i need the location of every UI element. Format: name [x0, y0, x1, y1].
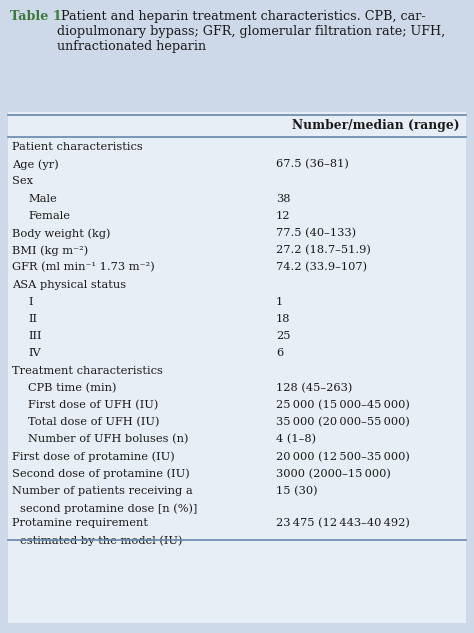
- Text: 12: 12: [276, 211, 291, 221]
- Text: Female: Female: [28, 211, 70, 221]
- Text: GFR (ml min⁻¹ 1.73 m⁻²): GFR (ml min⁻¹ 1.73 m⁻²): [12, 263, 155, 273]
- Text: Total dose of UFH (IU): Total dose of UFH (IU): [28, 417, 159, 427]
- Text: 67.5 (36–81): 67.5 (36–81): [276, 160, 349, 170]
- Text: II: II: [28, 314, 37, 324]
- Text: 4 (1–8): 4 (1–8): [276, 434, 316, 445]
- Text: Number of patients receiving a: Number of patients receiving a: [12, 486, 193, 496]
- Text: I: I: [28, 297, 33, 307]
- Text: 27.2 (18.7–51.9): 27.2 (18.7–51.9): [276, 245, 371, 256]
- Text: 77.5 (40–133): 77.5 (40–133): [276, 228, 356, 238]
- Text: 25: 25: [276, 331, 291, 341]
- Text: Second dose of protamine (IU): Second dose of protamine (IU): [12, 469, 190, 479]
- Text: Treatment characteristics: Treatment characteristics: [12, 366, 163, 375]
- Text: 15 (30): 15 (30): [276, 486, 318, 496]
- Text: 1: 1: [276, 297, 283, 307]
- Text: Body weight (kg): Body weight (kg): [12, 228, 110, 239]
- Text: Sex: Sex: [12, 177, 33, 186]
- Text: 18: 18: [276, 314, 291, 324]
- Text: 23 475 (12 443–40 492): 23 475 (12 443–40 492): [276, 518, 410, 529]
- Text: Patient characteristics: Patient characteristics: [12, 142, 143, 152]
- Text: ASA physical status: ASA physical status: [12, 280, 126, 290]
- Text: Age (yr): Age (yr): [12, 160, 59, 170]
- Text: First dose of protamine (IU): First dose of protamine (IU): [12, 451, 175, 462]
- Text: Number/median (range): Number/median (range): [292, 120, 460, 132]
- Text: Patient and heparin treatment characteristics. CPB, car-
diopulmonary bypass; GF: Patient and heparin treatment characteri…: [57, 10, 445, 53]
- Text: IV: IV: [28, 348, 41, 358]
- Text: estimated by the model (IU): estimated by the model (IU): [20, 536, 182, 546]
- Text: Protamine requirement: Protamine requirement: [12, 518, 148, 529]
- Text: Number of UFH boluses (n): Number of UFH boluses (n): [28, 434, 189, 445]
- Text: First dose of UFH (IU): First dose of UFH (IU): [28, 400, 158, 410]
- Text: 38: 38: [276, 194, 291, 204]
- Text: CPB time (min): CPB time (min): [28, 383, 117, 393]
- Bar: [8, 112, 466, 623]
- Text: 74.2 (33.9–107): 74.2 (33.9–107): [276, 263, 367, 273]
- Text: III: III: [28, 331, 42, 341]
- Text: 25 000 (15 000–45 000): 25 000 (15 000–45 000): [276, 400, 410, 410]
- Text: 20 000 (12 500–35 000): 20 000 (12 500–35 000): [276, 451, 410, 462]
- Text: Male: Male: [28, 194, 57, 204]
- Text: BMI (kg m⁻²): BMI (kg m⁻²): [12, 245, 88, 256]
- Text: 3000 (2000–15 000): 3000 (2000–15 000): [276, 469, 391, 479]
- Text: 35 000 (20 000–55 000): 35 000 (20 000–55 000): [276, 417, 410, 427]
- Text: Table 1: Table 1: [10, 10, 62, 23]
- Text: 6: 6: [276, 348, 283, 358]
- Text: 128 (45–263): 128 (45–263): [276, 383, 352, 393]
- Text: second protamine dose [n (%)]: second protamine dose [n (%)]: [20, 503, 197, 514]
